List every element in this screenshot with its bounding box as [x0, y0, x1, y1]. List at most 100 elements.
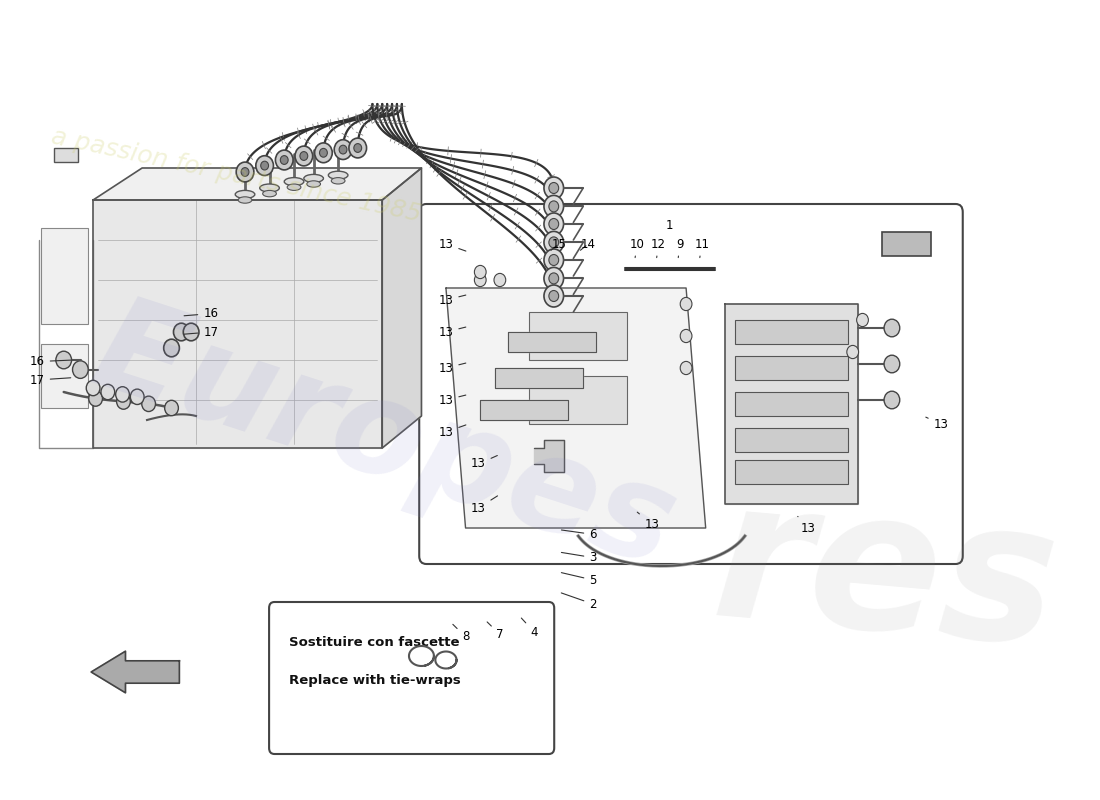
- Text: 16: 16: [184, 307, 218, 320]
- Circle shape: [315, 143, 332, 162]
- Text: 13: 13: [439, 326, 465, 338]
- Bar: [529, 312, 627, 360]
- Polygon shape: [725, 304, 858, 504]
- Ellipse shape: [235, 190, 255, 198]
- Text: 1: 1: [666, 219, 673, 232]
- Text: Europes: Europes: [78, 286, 691, 594]
- Circle shape: [354, 144, 362, 152]
- Text: 15: 15: [551, 238, 566, 250]
- Circle shape: [86, 380, 100, 396]
- Circle shape: [884, 319, 900, 337]
- Text: 16: 16: [30, 355, 70, 368]
- Text: 13: 13: [471, 496, 497, 514]
- Text: 17: 17: [30, 374, 70, 386]
- Circle shape: [236, 162, 254, 182]
- Circle shape: [142, 396, 155, 411]
- Bar: [735, 356, 848, 380]
- Polygon shape: [94, 200, 382, 448]
- Circle shape: [73, 361, 88, 378]
- Polygon shape: [481, 400, 569, 420]
- Text: 13: 13: [637, 512, 659, 530]
- Bar: [529, 376, 627, 424]
- Text: 11: 11: [694, 238, 710, 258]
- Ellipse shape: [263, 190, 276, 197]
- Text: 10: 10: [629, 238, 645, 258]
- Circle shape: [174, 323, 189, 341]
- Polygon shape: [94, 168, 421, 200]
- Polygon shape: [446, 288, 706, 528]
- Circle shape: [474, 266, 486, 278]
- Bar: [735, 392, 848, 416]
- Text: 13: 13: [926, 417, 948, 430]
- FancyBboxPatch shape: [419, 204, 962, 564]
- Circle shape: [494, 274, 506, 286]
- Text: 6: 6: [561, 528, 596, 541]
- Circle shape: [184, 323, 199, 341]
- Ellipse shape: [307, 181, 320, 187]
- Circle shape: [89, 391, 102, 406]
- Circle shape: [680, 330, 692, 342]
- Text: 13: 13: [439, 238, 466, 251]
- Circle shape: [544, 249, 563, 271]
- Bar: [54, 148, 78, 162]
- Circle shape: [164, 339, 179, 357]
- Circle shape: [544, 267, 563, 290]
- Circle shape: [165, 400, 178, 416]
- Circle shape: [544, 213, 563, 235]
- Text: 13: 13: [439, 294, 465, 306]
- Text: 8: 8: [453, 624, 470, 643]
- Circle shape: [549, 254, 559, 266]
- Circle shape: [549, 273, 559, 284]
- Text: 4: 4: [521, 618, 538, 638]
- Text: 13: 13: [439, 394, 465, 406]
- Circle shape: [275, 150, 293, 170]
- Text: 7: 7: [487, 622, 504, 641]
- Text: 9: 9: [676, 238, 684, 258]
- Circle shape: [544, 177, 563, 199]
- Ellipse shape: [239, 197, 252, 203]
- Circle shape: [300, 152, 308, 160]
- Bar: [41, 228, 88, 324]
- Bar: [882, 232, 931, 256]
- Ellipse shape: [304, 174, 323, 182]
- Circle shape: [117, 394, 130, 410]
- Text: Replace with tie-wraps: Replace with tie-wraps: [289, 674, 461, 687]
- Circle shape: [474, 274, 486, 286]
- Text: 17: 17: [184, 326, 218, 338]
- Circle shape: [334, 140, 352, 159]
- FancyBboxPatch shape: [270, 602, 554, 754]
- Circle shape: [349, 138, 366, 158]
- Circle shape: [256, 156, 274, 175]
- Circle shape: [116, 386, 130, 402]
- Circle shape: [339, 146, 346, 154]
- Circle shape: [884, 391, 900, 409]
- Circle shape: [544, 195, 563, 218]
- Circle shape: [101, 384, 114, 400]
- Ellipse shape: [328, 171, 348, 179]
- Polygon shape: [535, 440, 563, 472]
- Circle shape: [549, 201, 559, 212]
- Polygon shape: [91, 651, 179, 693]
- Circle shape: [680, 298, 692, 310]
- Text: a passion for parts since 1985: a passion for parts since 1985: [50, 125, 424, 227]
- Circle shape: [847, 346, 859, 358]
- Circle shape: [549, 182, 559, 194]
- Text: 13: 13: [471, 455, 497, 470]
- Text: 13: 13: [439, 362, 465, 374]
- Circle shape: [319, 149, 328, 157]
- Ellipse shape: [284, 178, 304, 186]
- Bar: [735, 320, 848, 344]
- Circle shape: [549, 237, 559, 248]
- Text: res: res: [706, 467, 1065, 685]
- Text: 12: 12: [651, 238, 667, 258]
- Bar: [735, 428, 848, 452]
- Polygon shape: [495, 368, 583, 388]
- Text: Sostituire con fascette: Sostituire con fascette: [289, 637, 460, 650]
- Text: 13: 13: [798, 517, 816, 534]
- Ellipse shape: [287, 184, 301, 190]
- Ellipse shape: [260, 184, 279, 192]
- Circle shape: [857, 314, 868, 326]
- Text: 13: 13: [439, 425, 466, 438]
- Polygon shape: [382, 168, 421, 448]
- Bar: [735, 460, 848, 484]
